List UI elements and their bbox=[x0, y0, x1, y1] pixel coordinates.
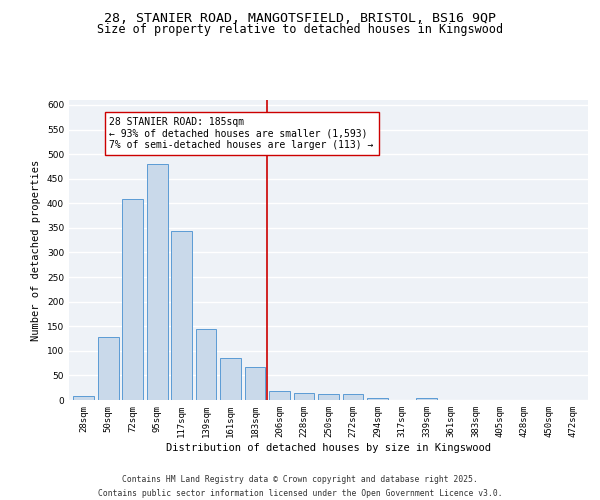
Bar bbox=[171, 232, 192, 400]
Bar bbox=[147, 164, 167, 400]
Bar bbox=[98, 337, 119, 400]
Bar bbox=[196, 328, 217, 400]
Bar bbox=[416, 398, 437, 400]
Bar bbox=[245, 366, 265, 400]
Text: Size of property relative to detached houses in Kingswood: Size of property relative to detached ho… bbox=[97, 22, 503, 36]
Y-axis label: Number of detached properties: Number of detached properties bbox=[31, 160, 41, 340]
Bar bbox=[318, 394, 339, 400]
Text: 28, STANIER ROAD, MANGOTSFIELD, BRISTOL, BS16 9QP: 28, STANIER ROAD, MANGOTSFIELD, BRISTOL,… bbox=[104, 12, 496, 26]
Text: Contains HM Land Registry data © Crown copyright and database right 2025.
Contai: Contains HM Land Registry data © Crown c… bbox=[98, 476, 502, 498]
Bar bbox=[220, 358, 241, 400]
Bar bbox=[343, 394, 364, 400]
Bar bbox=[293, 393, 314, 400]
X-axis label: Distribution of detached houses by size in Kingswood: Distribution of detached houses by size … bbox=[166, 442, 491, 452]
Bar bbox=[367, 398, 388, 400]
Text: 28 STANIER ROAD: 185sqm
← 93% of detached houses are smaller (1,593)
7% of semi-: 28 STANIER ROAD: 185sqm ← 93% of detache… bbox=[109, 117, 374, 150]
Bar bbox=[73, 396, 94, 400]
Bar bbox=[269, 391, 290, 400]
Bar bbox=[122, 200, 143, 400]
